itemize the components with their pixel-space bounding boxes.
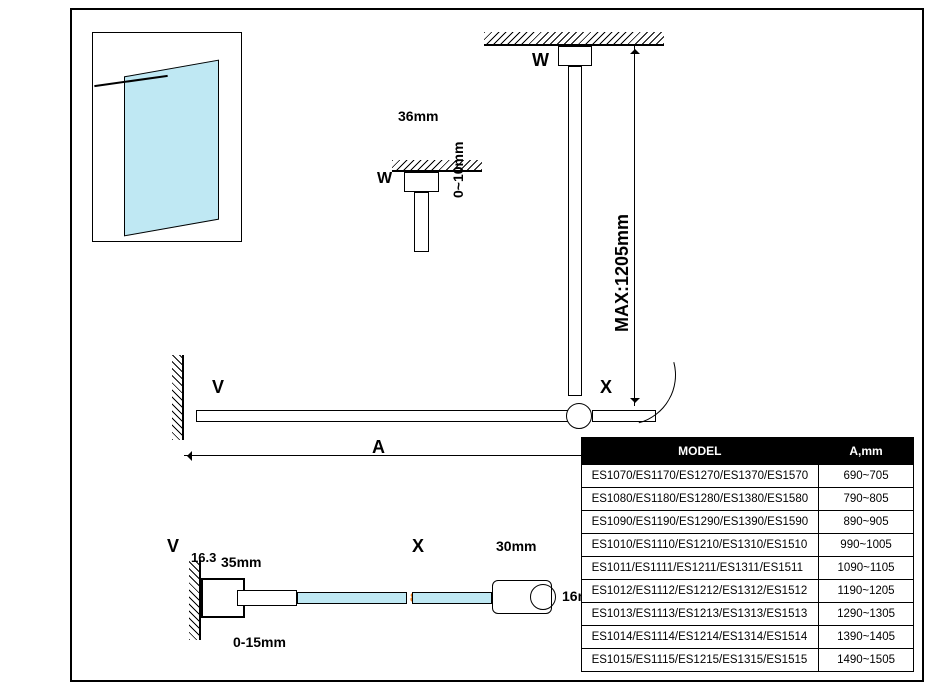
cell-a: 1390~1405 xyxy=(819,626,914,649)
cell-a: 690~705 xyxy=(819,465,914,488)
cell-model: ES1010/ES1110/ES1210/ES1310/ES1510 xyxy=(581,534,819,557)
detail-w: 36mm W 0~10mm xyxy=(322,70,502,230)
marker-w-small: W xyxy=(377,170,392,188)
cell-model: ES1015/ES1115/ES1215/ES1315/ES1515 xyxy=(581,649,819,672)
cell-model: ES1090/ES1190/ES1290/ES1390/ES1590 xyxy=(581,511,819,534)
ceiling-bracket-big xyxy=(558,46,592,66)
table-row: ES1014/ES1114/ES1214/ES1314/ES15141390~1… xyxy=(581,626,913,649)
hinge-pin xyxy=(530,584,556,610)
dim-0-10mm: 0~10mm xyxy=(450,142,466,198)
table-row: ES1090/ES1190/ES1290/ES1390/ES1590890~90… xyxy=(581,511,913,534)
cell-model: ES1080/ES1180/ES1280/ES1380/ES1580 xyxy=(581,488,819,511)
dim-0-15mm: 0-15mm xyxy=(233,634,286,650)
glass-plan xyxy=(196,410,576,422)
glass-section-v xyxy=(297,592,407,604)
table-row: ES1012/ES1112/ES1212/ES1312/ES15121190~1… xyxy=(581,580,913,603)
spec-table: MODEL A,mm ES1070/ES1170/ES1270/ES1370/E… xyxy=(581,437,914,672)
th-model: MODEL xyxy=(581,438,819,465)
dim-max-1205: MAX:1205mm xyxy=(612,214,633,332)
th-a: A,mm xyxy=(819,438,914,465)
cell-model: ES1070/ES1170/ES1270/ES1370/ES1570 xyxy=(581,465,819,488)
detail-v-section: V 16.3 35mm 8 0-15mm xyxy=(167,530,397,660)
vertical-rod xyxy=(568,66,582,396)
rod-stub-small xyxy=(414,192,429,252)
cell-a: 1090~1105 xyxy=(819,557,914,580)
table-row: ES1015/ES1115/ES1215/ES1315/ES15151490~1… xyxy=(581,649,913,672)
detail-x-section: X 30mm 16mm xyxy=(412,530,602,650)
table-row: ES1011/ES1111/ES1211/ES1311/ES15111090~1… xyxy=(581,557,913,580)
wall-hatch-v xyxy=(189,560,201,640)
iso-thumbnail xyxy=(84,20,244,250)
drawing-frame: 36mm W 0~10mm W MAX:1205mm V X A V 16.3 … xyxy=(70,8,924,682)
marker-x-section: X xyxy=(412,536,424,557)
table-row: ES1080/ES1180/ES1280/ES1380/ES1580790~80… xyxy=(581,488,913,511)
cell-a: 1190~1205 xyxy=(819,580,914,603)
cell-a: 1290~1305 xyxy=(819,603,914,626)
table-row: ES1013/ES1113/ES1213/ES1313/ES15131290~1… xyxy=(581,603,913,626)
cell-model: ES1013/ES1113/ES1213/ES1313/ES1513 xyxy=(581,603,819,626)
marker-w-big: W xyxy=(532,50,549,71)
dim-36mm: 36mm xyxy=(398,108,438,124)
cell-model: ES1014/ES1114/ES1214/ES1314/ES1514 xyxy=(581,626,819,649)
dim-35mm: 35mm xyxy=(221,554,261,570)
spec-tbody: ES1070/ES1170/ES1270/ES1370/ES1570690~70… xyxy=(581,465,913,672)
wall-hatch-plan xyxy=(172,355,184,440)
ceiling-hatch-small xyxy=(392,160,482,172)
dim-label-a: A xyxy=(372,437,385,458)
table-row: ES1010/ES1110/ES1210/ES1310/ES1510990~10… xyxy=(581,534,913,557)
cell-a: 1490~1505 xyxy=(819,649,914,672)
glass-section-x xyxy=(412,592,492,604)
cell-model: ES1011/ES1111/ES1211/ES1311/ES1511 xyxy=(581,557,819,580)
table-row: ES1070/ES1170/ES1270/ES1370/ES1570690~70… xyxy=(581,465,913,488)
ceiling-bracket-small xyxy=(404,172,439,192)
iso-glass-panel xyxy=(124,60,219,237)
marker-v-section: V xyxy=(167,536,179,557)
profile-slot xyxy=(237,590,297,606)
dim-30mm: 30mm xyxy=(496,538,536,554)
ceiling-rod-view: W MAX:1205mm xyxy=(484,32,664,362)
cell-a: 890~905 xyxy=(819,511,914,534)
marker-v-plan: V xyxy=(212,377,224,398)
dim-line-a xyxy=(184,455,594,456)
cell-model: ES1012/ES1112/ES1212/ES1312/ES1512 xyxy=(581,580,819,603)
cell-a: 990~1005 xyxy=(819,534,914,557)
cell-a: 790~805 xyxy=(819,488,914,511)
